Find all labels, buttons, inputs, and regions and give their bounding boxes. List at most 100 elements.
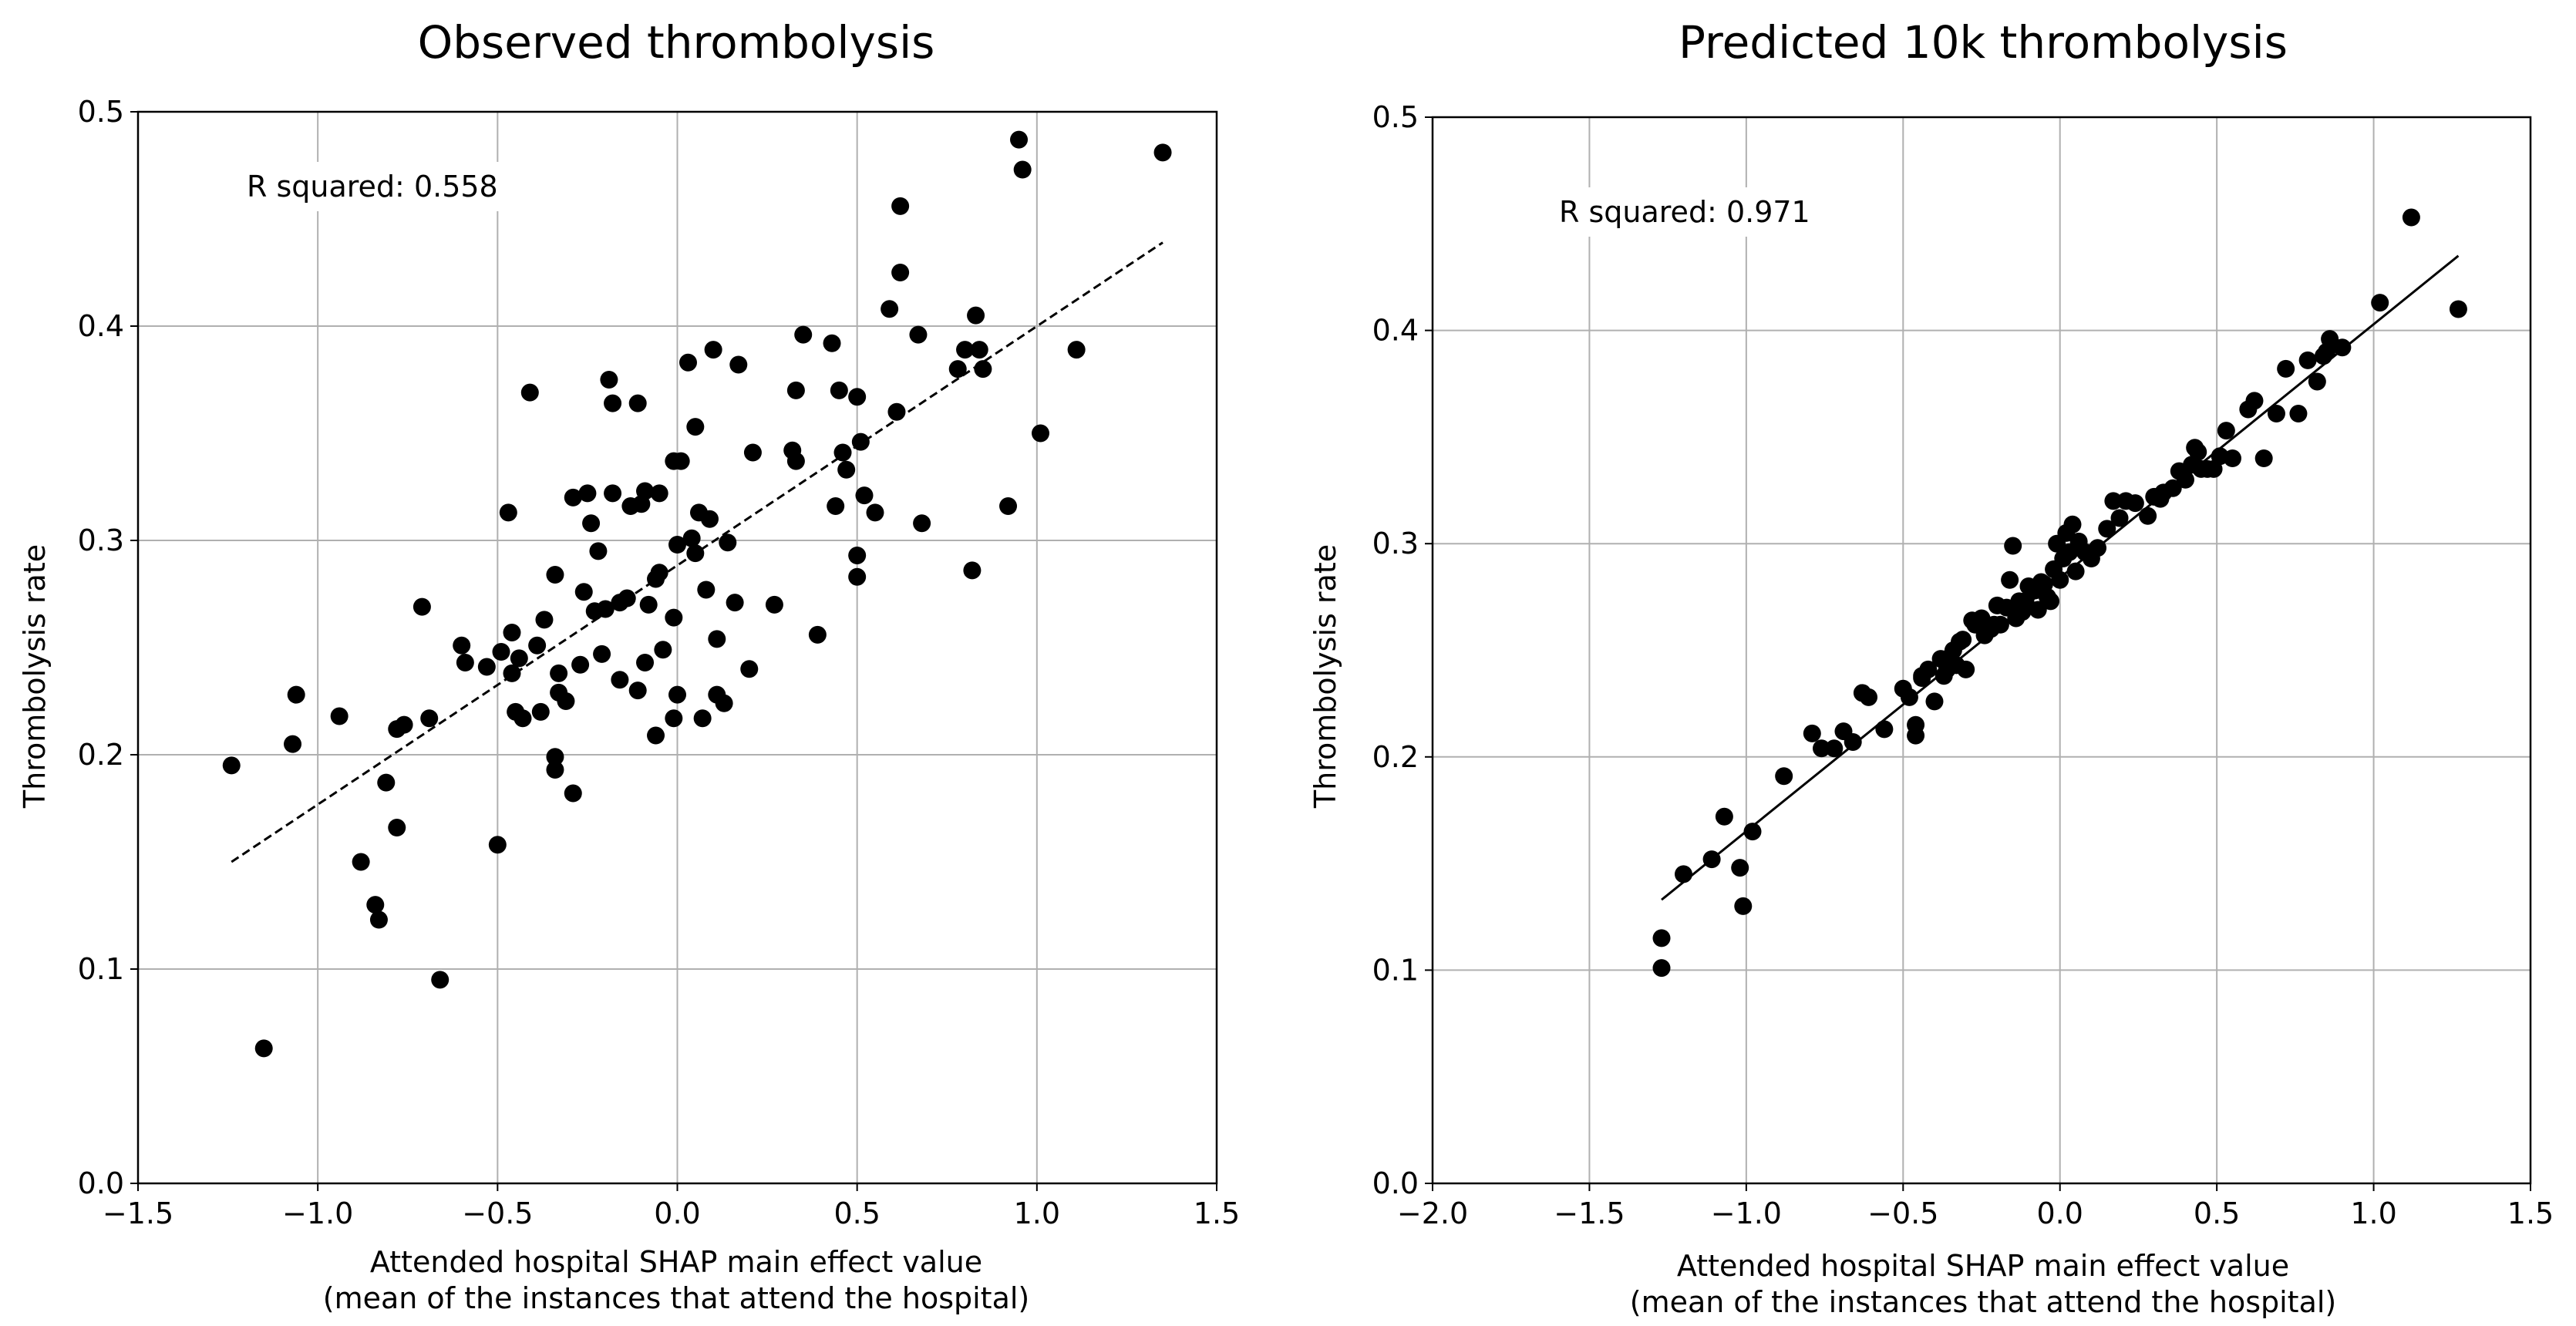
r-squared-annotation: R squared: 0.558 [247,170,498,204]
x-tick-label: −0.5 [462,1196,533,1230]
data-point [550,664,568,682]
data-point [388,819,406,837]
data-point [679,353,697,372]
y-tick-label: 0.4 [1372,314,1419,348]
data-point [628,682,647,700]
data-point [596,600,615,618]
x-tick-label: −0.5 [1867,1196,1938,1230]
data-point [697,581,716,599]
data-point [284,735,302,753]
data-point [2217,422,2235,440]
data-point [2042,592,2060,611]
data-point [589,542,608,560]
data-point [2371,294,2389,312]
data-point [492,643,510,661]
y-tick-label: 0.0 [1372,1166,1419,1200]
data-point [1010,130,1029,149]
data-point [1652,929,1671,947]
y-tick-label: 0.3 [78,523,124,557]
data-point [366,896,385,914]
data-point [1013,160,1032,179]
y-tick-label: 0.0 [78,1166,124,1200]
data-point [557,692,575,710]
annotation-background [237,162,507,211]
data-point [611,671,629,689]
data-point [578,484,597,503]
data-point [604,394,622,412]
data-point [665,608,683,627]
x-axis-label-line1: Attended hospital SHAP main effect value [370,1245,982,1279]
data-point [672,452,690,470]
data-point [254,1039,273,1058]
data-point [708,630,726,648]
data-point [848,388,867,406]
data-point [503,624,521,642]
data-point [2066,562,2085,581]
data-point [2449,300,2467,318]
data-point [682,529,701,547]
data-point [650,484,668,503]
data-point [2176,470,2194,489]
data-point [2110,509,2129,527]
data-point [1702,850,1721,869]
data-point [2223,449,2241,468]
data-point [2402,208,2420,227]
x-tick-label: 0.0 [654,1196,700,1230]
data-point [647,726,665,745]
data-point [956,341,975,359]
data-point [546,760,564,779]
data-point [222,756,241,775]
data-point [636,482,655,500]
data-point [808,625,827,644]
data-point [636,653,655,671]
y-tick-label: 0.1 [1372,953,1419,987]
data-point [1860,688,1878,706]
data-point [2333,338,2352,357]
data-point [837,460,856,479]
data-point [2098,520,2116,538]
data-point [2245,392,2264,410]
data-point [1153,143,1172,162]
data-point [2254,449,2273,468]
data-point [887,402,906,421]
data-point [948,360,967,379]
data-point [531,702,550,721]
data-point [719,533,737,552]
data-point [510,649,528,668]
data-point [851,432,870,451]
panel-observed-thrombolysis: Observed thrombolysis R squared: 0.558 A… [18,16,1240,1315]
data-point [2298,351,2317,369]
data-point [726,594,744,612]
data-point [891,264,910,281]
chart-title: Predicted 10k thrombolysis [1679,16,2288,69]
data-point [1731,859,1749,877]
data-point [2189,443,2207,461]
data-point [420,709,439,728]
y-tick-label: 0.2 [78,738,124,772]
data-point [866,503,884,522]
data-point [453,636,471,655]
data-point [395,715,413,734]
y-tick-label: 0.1 [78,952,124,986]
x-tick-label: 0.0 [2036,1196,2083,1230]
data-point [700,510,719,528]
data-point [974,360,992,379]
data-point [833,443,852,462]
data-point [564,784,582,803]
data-point [1875,720,1894,739]
data-point [891,197,910,215]
data-point [2063,515,2082,533]
data-point [477,658,496,676]
data-point [740,660,759,678]
data-point [1674,865,1692,883]
data-point [686,544,705,563]
data-point [1825,739,1844,758]
data-point [2267,404,2285,422]
data-point [967,306,985,325]
data-point [786,381,805,399]
x-tick-label: −2.0 [1397,1196,1468,1230]
data-point [574,583,593,601]
data-point [499,503,517,522]
data-point [704,341,722,359]
